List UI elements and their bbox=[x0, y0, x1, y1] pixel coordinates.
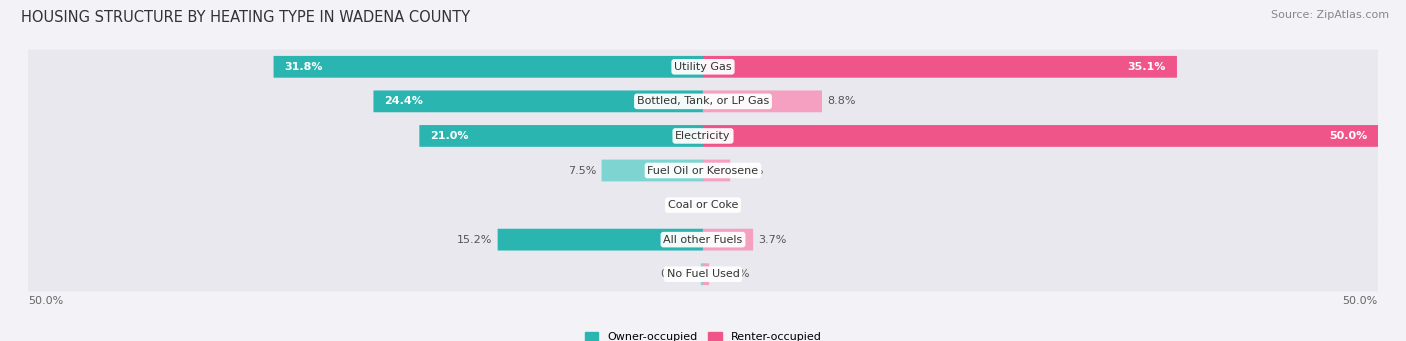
FancyBboxPatch shape bbox=[703, 56, 1177, 78]
Text: 0.44%: 0.44% bbox=[714, 269, 749, 279]
FancyBboxPatch shape bbox=[14, 119, 1392, 153]
Text: 0.0%: 0.0% bbox=[669, 200, 697, 210]
Text: 24.4%: 24.4% bbox=[384, 97, 423, 106]
FancyBboxPatch shape bbox=[14, 49, 1392, 84]
Text: 8.8%: 8.8% bbox=[827, 97, 856, 106]
Text: 0.14%: 0.14% bbox=[661, 269, 696, 279]
FancyBboxPatch shape bbox=[703, 125, 1378, 147]
Text: 2.0%: 2.0% bbox=[735, 165, 763, 176]
Text: Utility Gas: Utility Gas bbox=[675, 62, 731, 72]
FancyBboxPatch shape bbox=[14, 84, 1392, 119]
Text: 15.2%: 15.2% bbox=[457, 235, 492, 244]
FancyBboxPatch shape bbox=[14, 153, 1392, 188]
FancyBboxPatch shape bbox=[274, 56, 703, 78]
FancyBboxPatch shape bbox=[14, 222, 1392, 257]
FancyBboxPatch shape bbox=[374, 90, 703, 112]
Text: 0.0%: 0.0% bbox=[709, 200, 737, 210]
Text: 7.5%: 7.5% bbox=[568, 165, 596, 176]
FancyBboxPatch shape bbox=[703, 263, 709, 285]
Text: Bottled, Tank, or LP Gas: Bottled, Tank, or LP Gas bbox=[637, 97, 769, 106]
FancyBboxPatch shape bbox=[498, 229, 703, 251]
Text: 50.0%: 50.0% bbox=[1329, 131, 1367, 141]
FancyBboxPatch shape bbox=[702, 263, 703, 285]
Text: 21.0%: 21.0% bbox=[430, 131, 468, 141]
Text: 31.8%: 31.8% bbox=[284, 62, 323, 72]
FancyBboxPatch shape bbox=[703, 229, 754, 251]
FancyBboxPatch shape bbox=[703, 160, 730, 181]
FancyBboxPatch shape bbox=[602, 160, 703, 181]
Text: 50.0%: 50.0% bbox=[28, 296, 63, 306]
Text: All other Fuels: All other Fuels bbox=[664, 235, 742, 244]
FancyBboxPatch shape bbox=[419, 125, 703, 147]
Text: 50.0%: 50.0% bbox=[1343, 296, 1378, 306]
Text: Source: ZipAtlas.com: Source: ZipAtlas.com bbox=[1271, 10, 1389, 20]
Text: No Fuel Used: No Fuel Used bbox=[666, 269, 740, 279]
Text: Fuel Oil or Kerosene: Fuel Oil or Kerosene bbox=[647, 165, 759, 176]
Text: 3.7%: 3.7% bbox=[758, 235, 787, 244]
Text: Coal or Coke: Coal or Coke bbox=[668, 200, 738, 210]
Text: 35.1%: 35.1% bbox=[1128, 62, 1166, 72]
Text: HOUSING STRUCTURE BY HEATING TYPE IN WADENA COUNTY: HOUSING STRUCTURE BY HEATING TYPE IN WAD… bbox=[21, 10, 470, 25]
FancyBboxPatch shape bbox=[703, 90, 823, 112]
Legend: Owner-occupied, Renter-occupied: Owner-occupied, Renter-occupied bbox=[581, 327, 825, 341]
FancyBboxPatch shape bbox=[14, 257, 1392, 292]
Text: Electricity: Electricity bbox=[675, 131, 731, 141]
FancyBboxPatch shape bbox=[14, 188, 1392, 222]
